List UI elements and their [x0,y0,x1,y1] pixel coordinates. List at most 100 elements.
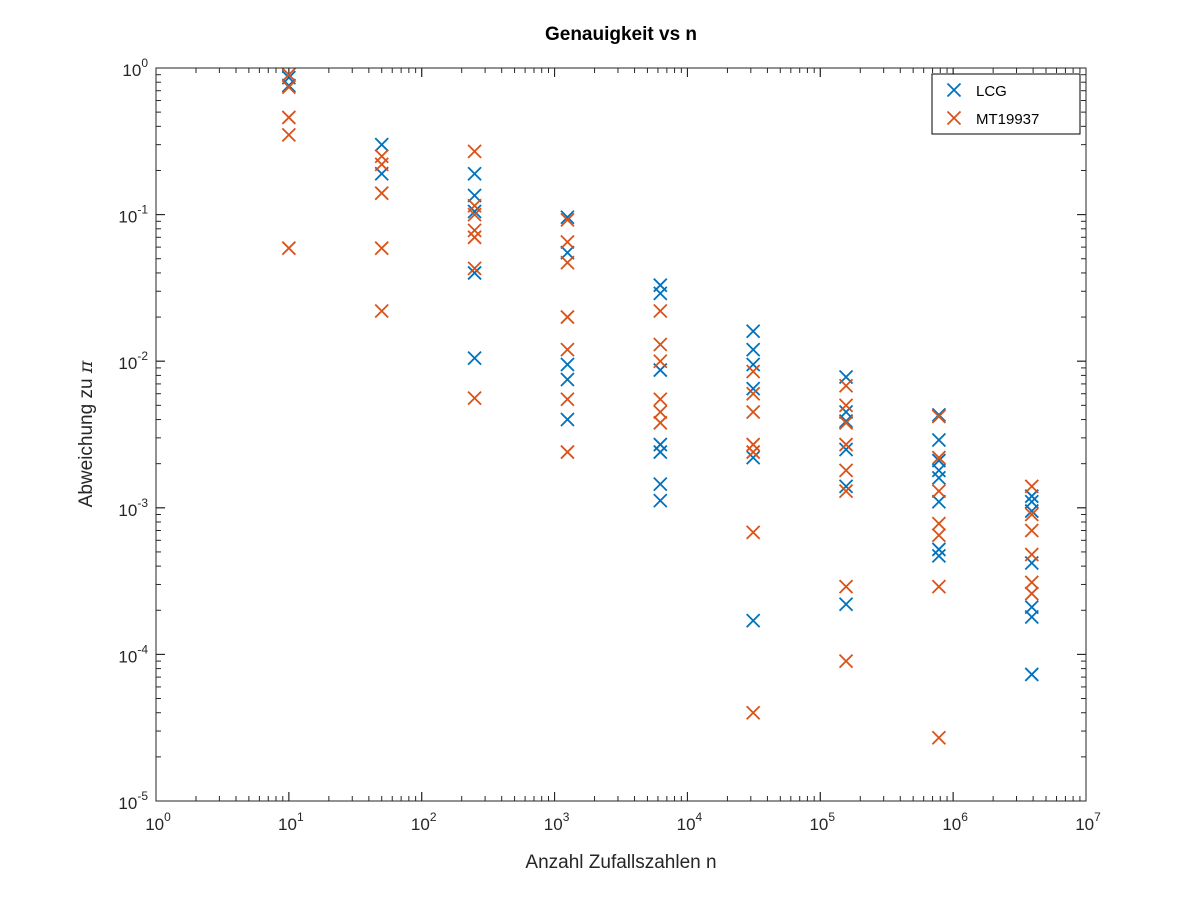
plot-area [156,68,1086,801]
legend-marker-mt19937 [946,110,962,126]
y-tick-label-base: 10 [118,501,137,520]
data-point-mt19937 [374,186,389,201]
data-point-mt19937 [931,450,947,465]
data-point-mt19937 [374,303,389,319]
data-point-mt19937 [931,483,947,499]
data-point-mt19937 [931,528,947,543]
data-point-mt19937 [374,241,389,256]
y-tick-label-base: 10 [118,647,137,666]
data-point-lcg [746,613,761,628]
data-point-lcg [838,479,854,494]
y-tick-label-base: 10 [122,61,141,80]
data-point-mt19937 [1024,575,1039,590]
data-point-lcg [467,166,482,181]
series-lcg [281,70,1039,682]
legend-box [931,73,1081,135]
data-point-lcg [467,204,482,219]
data-point-lcg [1024,503,1039,519]
data-point-lcg [838,442,854,457]
y-tick-label: 10-5 [118,789,148,813]
data-point-mt19937 [281,110,296,125]
x-axis-label: Anzahl Zufallszahlen n [525,852,716,873]
data-point-lcg [1024,667,1039,682]
x-tick-label-base: 10 [809,815,828,834]
data-point-mt19937 [931,516,947,531]
legend-label-lcg: LCG [976,83,1007,100]
data-point-lcg [931,542,947,557]
x-tick-label-base: 10 [1075,815,1094,834]
x-tick-label-exponent: 4 [696,810,703,824]
data-point-mt19937 [374,157,389,172]
data-point-mt19937 [560,309,575,325]
data-point-lcg [931,494,947,509]
data-point-mt19937 [931,730,947,745]
y-tick-label-exponent: -5 [137,789,148,803]
data-point-mt19937 [838,378,854,393]
y-tick-label: 10-3 [118,496,148,520]
data-point-mt19937 [653,415,668,430]
data-point-mt19937 [653,404,668,420]
data-point-mt19937 [838,653,854,669]
data-point-mt19937 [560,444,575,460]
data-point-mt19937 [1024,479,1039,494]
data-point-mt19937 [746,705,761,720]
data-point-mt19937 [1024,507,1039,522]
data-point-lcg [653,493,668,508]
legend: LCG MT19937 [931,73,1081,135]
y-tick-label-base: 10 [118,208,137,227]
y-tick-label-exponent: -2 [137,349,148,363]
y-axis-label-text: Abweichung zu [76,373,97,507]
data-point-lcg [1024,609,1039,625]
data-point-mt19937 [467,261,482,276]
data-point-lcg [560,372,575,387]
y-tick-label: 10-1 [118,203,148,227]
data-point-mt19937 [1024,523,1039,538]
data-point-lcg [746,381,761,396]
data-point-mt19937 [560,392,575,407]
x-tick-label-base: 10 [278,815,297,834]
data-point-mt19937 [281,127,296,142]
data-point-mt19937 [467,207,482,222]
legend-marker-lcg [946,82,962,98]
data-point-lcg [653,444,668,460]
data-point-lcg [281,78,296,93]
plot-frame [155,67,1087,802]
y-tick-label: 10-4 [118,642,148,666]
data-point-mt19937 [281,80,296,95]
data-point-mt19937 [838,437,854,452]
data-point-lcg [931,548,947,564]
data-point-lcg [560,245,575,260]
legend-marker-lcg [946,82,962,98]
data-point-mt19937 [838,483,854,499]
data-point-mt19937 [746,386,761,401]
data-point-mt19937 [281,241,296,256]
data-point-lcg [467,350,482,366]
data-point-lcg [746,357,761,372]
data-point-mt19937 [746,404,761,420]
x-tick-label-exponent: 7 [1094,810,1101,824]
y-tick-label-exponent: -3 [137,496,148,510]
y-tick-label-base: 10 [118,354,137,373]
y-tick-label: 100 [122,56,148,80]
x-tick-label: 101 [278,810,304,834]
data-point-mt19937 [746,364,761,379]
series-mt19937 [281,67,1039,745]
data-point-lcg [467,265,482,281]
data-point-mt19937 [653,337,668,352]
y-axis-label-symbol: π [75,360,97,374]
x-tick-label-exponent: 2 [430,810,437,824]
data-point-mt19937 [281,67,296,82]
data-markers [281,67,1039,745]
x-tick-label-exponent: 3 [563,810,570,824]
data-point-lcg [931,470,947,486]
legend-label-mt19937: MT19937 [976,111,1039,128]
data-point-mt19937 [838,579,854,594]
data-point-lcg [560,210,575,225]
x-tick-label-base: 10 [544,815,563,834]
data-point-mt19937 [467,230,482,245]
x-tick-label-base: 10 [677,815,696,834]
data-point-lcg [838,597,854,612]
data-point-mt19937 [838,415,854,430]
data-point-mt19937 [746,444,761,460]
x-tick-labels: 100 101 102 103 104 105 106 107 [145,810,1101,834]
